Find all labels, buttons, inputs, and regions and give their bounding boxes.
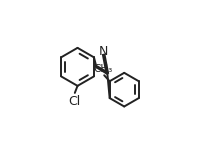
Text: Cl: Cl [69, 95, 81, 108]
Text: CH₃: CH₃ [94, 64, 113, 74]
Text: N: N [98, 45, 108, 58]
